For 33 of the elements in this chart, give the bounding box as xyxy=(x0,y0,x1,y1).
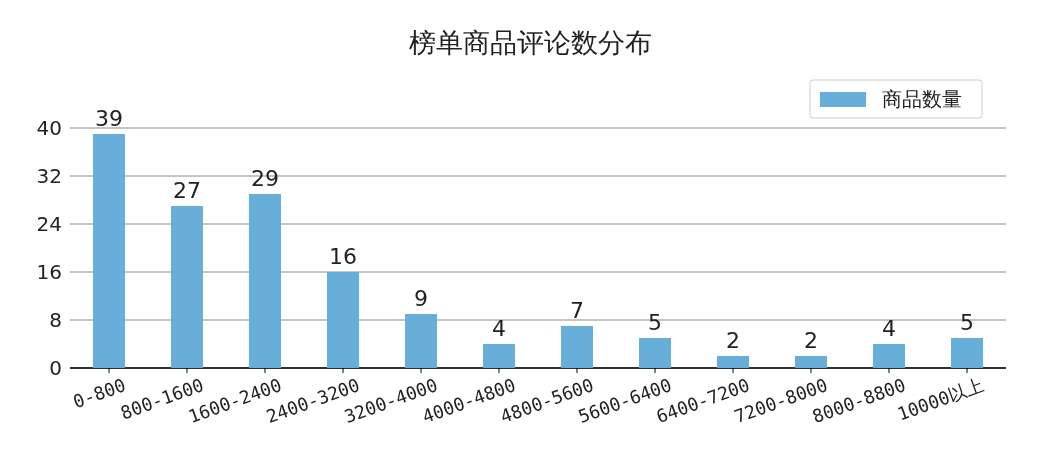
y-tick-label: 40 xyxy=(36,116,62,140)
y-tick-label: 8 xyxy=(49,308,62,332)
data-label: 39 xyxy=(95,106,123,131)
data-label: 9 xyxy=(414,286,428,311)
y-tick-label: 32 xyxy=(36,164,62,188)
data-label: 5 xyxy=(960,310,974,335)
chart-title: 榜单商品评论数分布 xyxy=(408,27,652,58)
bar xyxy=(795,356,827,368)
data-label: 27 xyxy=(173,178,201,203)
bar xyxy=(717,356,749,368)
y-tick-label: 16 xyxy=(36,260,62,284)
data-label: 4 xyxy=(882,316,896,341)
y-tick-label: 24 xyxy=(36,212,62,236)
data-label: 7 xyxy=(570,298,584,323)
data-label: 2 xyxy=(804,328,818,353)
bar xyxy=(561,326,593,368)
bar xyxy=(951,338,983,368)
bar xyxy=(873,344,905,368)
bar xyxy=(483,344,515,368)
bar xyxy=(327,272,359,368)
bar xyxy=(249,194,281,368)
legend-label: 商品数量 xyxy=(882,87,962,111)
legend: 商品数量 xyxy=(809,79,983,119)
bar xyxy=(405,314,437,368)
bar xyxy=(93,134,125,368)
data-label: 16 xyxy=(329,244,357,269)
y-tick-label: 0 xyxy=(49,356,62,380)
bar xyxy=(171,206,203,368)
data-label: 29 xyxy=(251,166,279,191)
data-label: 5 xyxy=(648,310,662,335)
bar xyxy=(639,338,671,368)
data-label: 2 xyxy=(726,328,740,353)
data-label: 4 xyxy=(492,316,506,341)
